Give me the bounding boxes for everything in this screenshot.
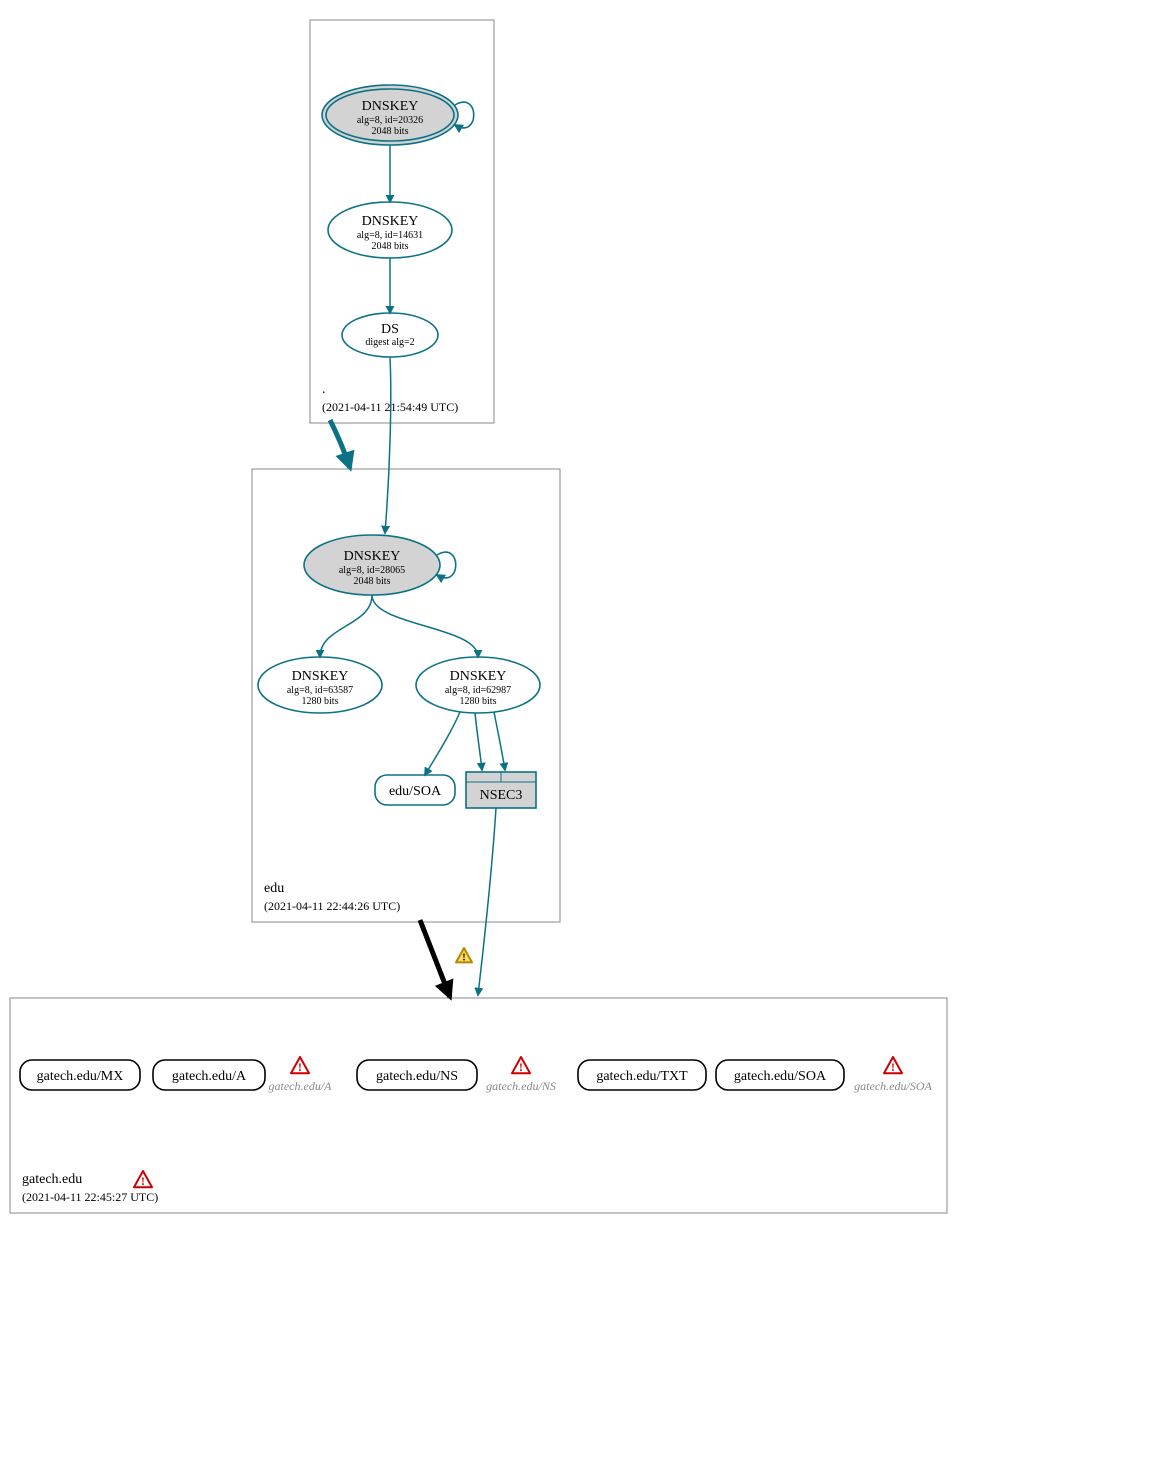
svg-text:alg=8, id=14631: alg=8, id=14631	[357, 230, 423, 241]
node-edu_ksk: DNSKEYalg=8, id=280652048 bits	[304, 535, 456, 595]
svg-text:edu: edu	[264, 881, 284, 896]
edge	[425, 712, 460, 775]
rrset-1: gatech.edu/A	[153, 1060, 265, 1090]
svg-text:!: !	[298, 1061, 302, 1074]
node-root_ds: DSdigest alg=2	[342, 313, 438, 357]
svg-text:2048 bits: 2048 bits	[354, 576, 391, 587]
rrset-2: gatech.edu/A	[269, 1079, 333, 1093]
svg-text:1280 bits: 1280 bits	[302, 696, 339, 707]
svg-text:alg=8, id=28065: alg=8, id=28065	[339, 565, 405, 576]
svg-text:1280 bits: 1280 bits	[460, 696, 497, 707]
warning-icon: !	[884, 1057, 902, 1074]
rrset-3: gatech.edu/NS	[357, 1060, 477, 1090]
svg-text:gatech.edu: gatech.edu	[22, 1172, 82, 1187]
warning-icon: !	[512, 1057, 530, 1074]
edge	[475, 713, 482, 770]
warning-icon: !	[456, 948, 472, 963]
svg-text:!: !	[519, 1061, 523, 1074]
rrset-5: gatech.edu/TXT	[578, 1060, 706, 1090]
svg-text:DNSKEY: DNSKEY	[362, 99, 419, 114]
rrset-7: gatech.edu/SOA	[854, 1079, 932, 1093]
rrset-4: gatech.edu/NS	[486, 1079, 556, 1093]
rrset-6: gatech.edu/SOA	[716, 1060, 844, 1090]
edge	[320, 595, 372, 657]
svg-text:!: !	[891, 1061, 895, 1074]
svg-text:gatech.edu/A: gatech.edu/A	[269, 1079, 333, 1093]
svg-text:alg=8, id=62987: alg=8, id=62987	[445, 685, 511, 696]
svg-text:DNSKEY: DNSKEY	[344, 549, 401, 564]
svg-text:gatech.edu/A: gatech.edu/A	[172, 1069, 247, 1084]
svg-text:.: .	[322, 382, 326, 397]
svg-text:alg=8, id=20326: alg=8, id=20326	[357, 115, 423, 126]
svg-text:DS: DS	[381, 322, 399, 337]
svg-text:2048 bits: 2048 bits	[372, 126, 409, 137]
svg-text:edu/SOA: edu/SOA	[389, 784, 442, 799]
rrset-0: gatech.edu/MX	[20, 1060, 140, 1090]
svg-text:gatech.edu/SOA: gatech.edu/SOA	[734, 1069, 827, 1084]
svg-text:gatech.edu/MX: gatech.edu/MX	[37, 1069, 124, 1084]
svg-text:gatech.edu/NS: gatech.edu/NS	[376, 1069, 458, 1084]
edge	[372, 595, 478, 657]
svg-text:NSEC3: NSEC3	[480, 788, 523, 803]
node-edu_zsk2: DNSKEYalg=8, id=629871280 bits	[416, 657, 540, 713]
zone-gatech: gatech.edu (2021-04-11 22:45:27 UTC)	[10, 998, 947, 1213]
svg-text:digest alg=2: digest alg=2	[365, 337, 414, 348]
svg-text:alg=8, id=63587: alg=8, id=63587	[287, 685, 353, 696]
edge	[494, 712, 505, 770]
svg-text:!: !	[141, 1175, 145, 1188]
node-edu_soa: edu/SOA	[375, 775, 455, 805]
svg-text:DNSKEY: DNSKEY	[362, 214, 419, 229]
svg-text:DNSKEY: DNSKEY	[450, 669, 507, 684]
svg-text:(2021-04-11 22:45:27 UTC): (2021-04-11 22:45:27 UTC)	[22, 1190, 158, 1204]
node-edu_zsk1: DNSKEYalg=8, id=635871280 bits	[258, 657, 382, 713]
svg-text:gatech.edu/NS: gatech.edu/NS	[486, 1079, 556, 1093]
warning-icon: !	[134, 1171, 152, 1188]
svg-text:gatech.edu/SOA: gatech.edu/SOA	[854, 1079, 932, 1093]
svg-text:2048 bits: 2048 bits	[372, 241, 409, 252]
svg-text:!: !	[462, 952, 465, 963]
edge	[330, 420, 350, 468]
node-root_zsk: DNSKEYalg=8, id=146312048 bits	[328, 202, 452, 258]
edge	[420, 920, 450, 997]
svg-text:DNSKEY: DNSKEY	[292, 669, 349, 684]
edge	[385, 357, 391, 533]
edge	[478, 808, 496, 995]
svg-text:(2021-04-11 22:44:26 UTC): (2021-04-11 22:44:26 UTC)	[264, 899, 400, 913]
node-root_ksk: DNSKEYalg=8, id=203262048 bits	[322, 85, 474, 145]
svg-text:gatech.edu/TXT: gatech.edu/TXT	[596, 1069, 688, 1084]
warning-icon: !	[291, 1057, 309, 1074]
node-edu_nsec3: NSEC3	[466, 772, 536, 808]
